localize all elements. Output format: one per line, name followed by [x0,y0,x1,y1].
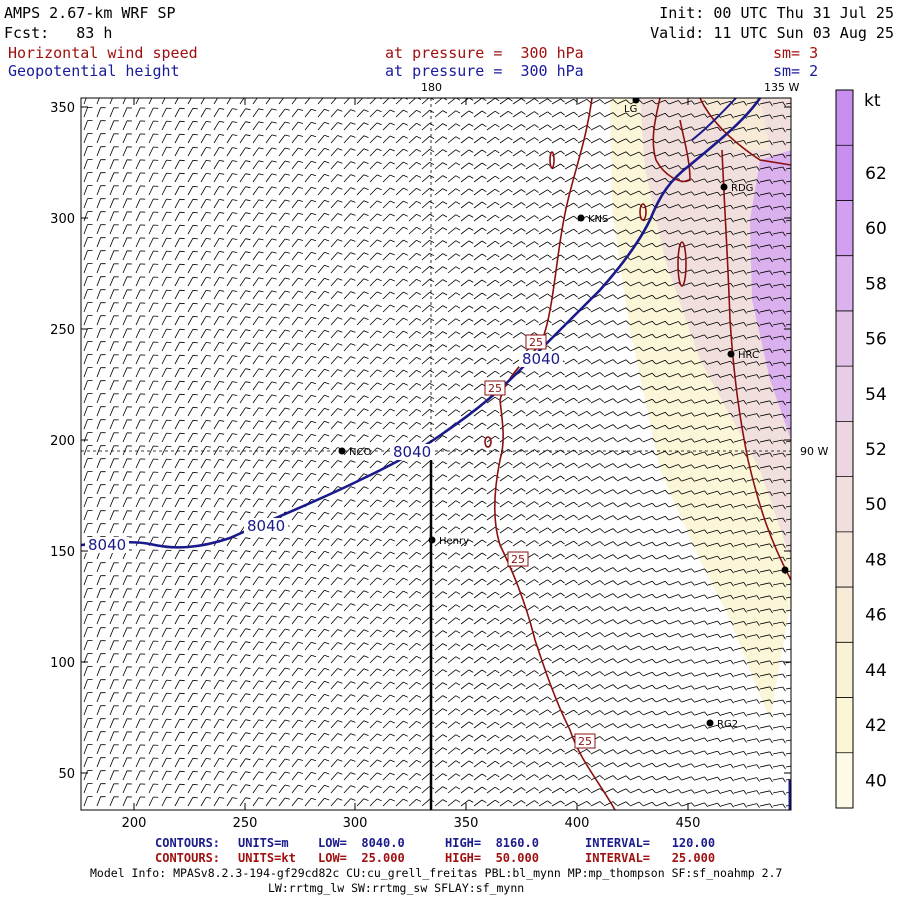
height-label-2: 8040 [247,517,285,535]
colorbar-label: 56 [865,330,887,350]
footer-line1-low: LOW= 8040.0 [318,836,405,850]
speed-label-3: 25 [511,553,525,566]
height-label-3: 8040 [393,443,431,461]
x-tick-label: 400 [565,816,590,831]
station-nco [338,447,346,455]
station-label-lg: LG [624,104,637,115]
station-lg [632,98,640,104]
valid-time: Valid: 11 UTC Sun 03 Aug 25 [650,24,894,42]
lon-label-180: 180 [421,81,442,94]
model-title: AMPS 2.67-km WRF SP [4,4,176,22]
station-label-henry: Henry [439,536,469,547]
wind-shade-high2 [700,98,770,150]
colorbar-label: 52 [865,440,887,460]
footer-line2-high: HIGH= 50.000 [445,851,539,865]
colorbar-label: 58 [865,274,887,294]
colorbar-segment [836,752,853,808]
colorbar-segment [836,697,853,753]
init-time: Init: 00 UTC Thu 31 Jul 25 [659,4,894,22]
x-tick-label: 300 [343,816,368,831]
colorbar-label: 62 [865,164,887,184]
footer-line1-high: HIGH= 8160.0 [445,836,539,850]
colorbar-label: 50 [865,495,887,515]
model-info-2: LW:rrtmg_lw SW:rrtmg_sw SFLAY:sf_mynn [268,881,525,895]
colorbar-segment [836,476,853,532]
field1-level: at pressure = 300 hPa [385,44,584,62]
field2-level: at pressure = 300 hPa [385,62,584,80]
height-label-1: 8040 [88,536,126,554]
colorbar: kt 62 60 58 56 54 52 50 48 46 44 42 40 [835,89,887,809]
lon-label-135w: 135 W [764,81,799,94]
station-henry [428,536,436,544]
y-tick-label: 50 [58,767,75,782]
colorbar-label: 40 [865,771,887,791]
y-tick-label: 300 [50,212,75,227]
colorbar-label: 54 [865,385,887,405]
station-rdg [720,183,728,191]
colorbar-top-segment [836,90,853,146]
footer-line1-label: CONTOURS: [155,836,221,850]
colorbar-segment [836,145,853,201]
colorbar-segment [836,421,853,477]
wind-barbs [83,98,791,809]
footer-line1-interval: INTERVAL= 120.00 [585,836,716,850]
colorbar-label: 42 [865,716,887,736]
x-tick-label: 450 [676,816,701,831]
speed-label-4: 25 [578,735,592,748]
x-tick-label: 250 [233,816,258,831]
station-label-rdg: RDG [731,183,753,194]
station-label-hrc: HRC [738,350,759,361]
forecast-hour: Fcst: 83 h [4,24,113,42]
lon-label-90w: 90 W [800,445,828,458]
x-tick-label: 200 [122,816,147,831]
colorbar-segment [836,642,853,698]
station-label-rg2: RG2 [717,719,738,730]
colorbar-segment [836,587,853,643]
colorbar-segment [836,531,853,588]
height-contour-8040 [81,98,762,549]
station-label-nco: NCO [349,447,371,458]
footer-line2-label: CONTOURS: [155,851,221,865]
x-tick-label: 350 [454,816,479,831]
speed-label-2: 25 [488,382,502,395]
field2-name: Geopotential height [8,62,180,80]
colorbar-label: 48 [865,550,887,570]
field1-name: Horizontal wind speed [8,44,198,62]
station-hrc [727,350,735,358]
y-tick-label: 250 [50,323,75,338]
station-dot-right [781,566,789,574]
field2-smoothing: sm= 2 [773,62,819,80]
station-label-kns: KNS [588,214,608,225]
colorbar-segment [836,200,853,256]
colorbar-label: 60 [865,219,887,239]
colorbar-unit: kt [864,91,881,111]
colorbar-label: 44 [865,661,887,681]
footer-line2-interval: INTERVAL= 25.000 [585,851,716,865]
footer-line1-units: UNITS=m [238,836,289,850]
colorbar-segment [836,255,853,311]
station-kns [577,214,585,222]
height-label-4: 8040 [522,350,560,368]
y-tick-label: 150 [50,545,75,560]
footer-line2-units: UNITS=kt [238,851,296,865]
speed-label-1: 25 [529,336,543,349]
colorbar-segment [836,310,853,367]
field1-smoothing: sm= 3 [773,44,819,62]
station-rg2 [706,719,714,727]
y-tick-label: 200 [50,434,75,449]
colorbar-frame [835,89,854,809]
footer-line2-low: LOW= 25.000 [318,851,405,865]
stations [338,98,789,727]
speed-contours [484,98,791,810]
y-tick-label: 100 [50,656,75,671]
wind-shade-high [750,150,791,440]
model-info: Model Info: MPASv8.2.3-194-gf29cd82c CU:… [90,866,783,880]
colorbar-segment [836,366,853,422]
plot-frame [80,97,792,811]
colorbar-label: 46 [865,606,887,626]
y-tick-label: 350 [50,101,75,116]
